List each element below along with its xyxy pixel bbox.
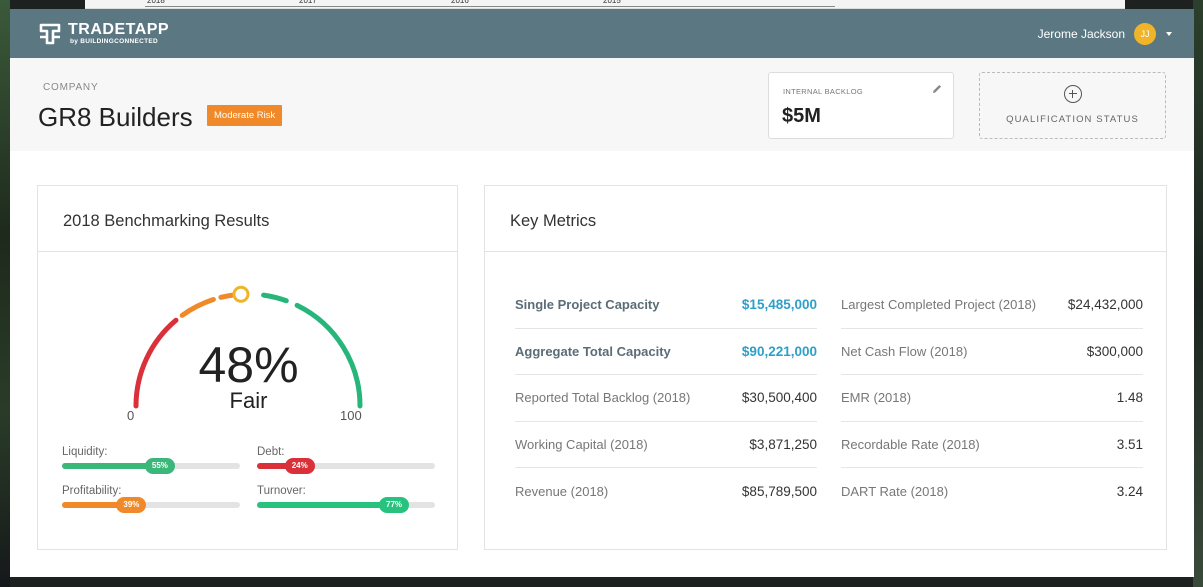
metric-label: Net Cash Flow (2018) (841, 343, 968, 359)
bar-value-pill: 77% (379, 497, 410, 513)
bar-track: 77% (257, 497, 435, 513)
metric-row: Working Capital (2018) $3,871,250 (515, 422, 817, 468)
metric-row: DART Rate (2018) 3.24 (841, 468, 1143, 515)
metric-label: Revenue (2018) (515, 483, 609, 499)
gauge-segment (133, 317, 179, 409)
benchmarking-title: 2018 Benchmarking Results (38, 186, 457, 252)
metric-label: Recordable Rate (2018) (841, 436, 980, 452)
metric-label: EMR (2018) (841, 390, 912, 406)
logo-subtitle: by BUILDINGCONNECTED (70, 37, 158, 45)
avatar[interactable]: JJ (1134, 22, 1156, 45)
metric-value: $85,789,500 (741, 483, 817, 499)
plus-circle-icon (1064, 85, 1082, 103)
background-right (1193, 0, 1203, 587)
metric-label: Aggregate Total Capacity (515, 343, 671, 359)
benchmarking-panel: 2018 Benchmarking Results 48% Fair 0 100… (37, 185, 458, 550)
bar-value-pill: 39% (116, 497, 147, 513)
metric-row: Recordable Rate (2018) 3.51 (841, 422, 1143, 468)
metric-value: $3,871,250 (749, 436, 817, 452)
background-year: 2016 (451, 0, 469, 5)
risk-badge: Moderate Risk (207, 105, 283, 126)
bar-fill (62, 502, 132, 508)
metric-row: Single Project Capacity $15,485,000 (515, 282, 817, 329)
bar-value-pill: 55% (144, 458, 175, 474)
gauge-marker (232, 285, 250, 303)
gauge-percent: 48% (198, 337, 299, 393)
metric-row: Net Cash Flow (2018) $300,000 (841, 329, 1143, 375)
profitability-bar: Profitability: 39% (62, 485, 240, 513)
bar-track: 24% (257, 458, 435, 474)
metric-row: Revenue (2018) $85,789,500 (515, 468, 817, 515)
metric-row: Reported Total Backlog (2018) $30,500,40… (515, 375, 817, 422)
background-left (0, 0, 10, 587)
qualification-status-label: QUALIFICATION STATUS (1006, 114, 1139, 125)
bar-fill (257, 463, 300, 469)
company-header: COMPANY GR8 Builders Moderate Risk INTER… (10, 58, 1194, 151)
metric-value: $90,221,000 (741, 343, 817, 359)
metric-label: Single Project Capacity (515, 297, 660, 313)
metric-label: Reported Total Backlog (2018) (515, 390, 691, 406)
liquidity-bar: Liquidity: 55% (62, 446, 240, 474)
bar-value-pill: 24% (284, 458, 315, 474)
metric-label: Largest Completed Project (2018) (841, 297, 1037, 313)
bar-label: Liquidity: (62, 446, 108, 458)
tradetapp-logo-icon (39, 23, 61, 44)
metric-value: $30,500,400 (741, 390, 817, 406)
gauge-segment (294, 302, 363, 409)
metric-value: $24,432,000 (1067, 297, 1143, 313)
metric-row: Aggregate Total Capacity $90,221,000 (515, 329, 817, 375)
bar-fill (257, 502, 395, 508)
gauge-min-label: 0 (127, 408, 135, 423)
gauge-segment (261, 292, 289, 304)
metrics-right-column: Largest Completed Project (2018) $24,432… (841, 282, 1143, 515)
metric-value: $15,485,000 (741, 297, 817, 313)
background-year: 2018 (147, 0, 165, 5)
company-name: GR8 Builders (38, 102, 193, 132)
metric-row: Largest Completed Project (2018) $24,432… (841, 282, 1143, 329)
metric-row: EMR (2018) 1.48 (841, 375, 1143, 422)
metric-label: DART Rate (2018) (841, 483, 949, 499)
turnover-bar: Turnover: 77% (257, 485, 435, 513)
user-menu[interactable]: Jerome Jackson JJ (1037, 22, 1172, 45)
bar-track: 55% (62, 458, 240, 474)
key-metrics-title: Key Metrics (485, 186, 1166, 252)
metric-value: 3.24 (1116, 483, 1143, 499)
bar-label: Debt: (257, 446, 285, 458)
internal-backlog-card: INTERNAL BACKLOG $5M (768, 72, 954, 139)
logo[interactable]: TRADETAPP by BUILDINGCONNECTED (38, 20, 170, 46)
background-year: 2017 (299, 0, 317, 5)
gauge-max-label: 100 (340, 408, 362, 423)
backlog-label: INTERNAL BACKLOG (783, 87, 863, 96)
bar-label: Profitability: (62, 485, 122, 497)
background-chart-strip: 2018 2017 2016 2015 (85, 0, 1125, 9)
pencil-icon[interactable] (931, 83, 943, 95)
backlog-value: $5M (782, 105, 821, 127)
gauge-category: Fair (229, 388, 268, 413)
gauge-segment (179, 296, 216, 318)
key-metrics-panel: Key Metrics Single Project Capacity $15,… (484, 185, 1167, 550)
debt-bar: Debt: 24% (257, 446, 435, 474)
gauge-chart (133, 285, 363, 409)
top-bar: TRADETAPP by BUILDINGCONNECTED Jerome Ja… (10, 9, 1194, 58)
metrics-left-column: Single Project Capacity $15,485,000 Aggr… (515, 282, 817, 515)
metric-value: $300,000 (1086, 343, 1143, 359)
bar-label: Turnover: (257, 485, 306, 497)
benchmark-gauge: 48% Fair 0 100 (38, 252, 459, 432)
chevron-down-icon[interactable] (1166, 31, 1172, 36)
bar-track: 39% (62, 497, 240, 513)
app-window: TRADETAPP by BUILDINGCONNECTED Jerome Ja… (10, 9, 1194, 577)
logo-name: TRADETAPP (68, 20, 170, 38)
metric-label: Working Capital (2018) (515, 436, 648, 452)
company-label: COMPANY (43, 82, 99, 93)
background-year: 2015 (603, 0, 621, 5)
metric-value: 3.51 (1116, 436, 1143, 452)
bar-fill (62, 463, 160, 469)
metric-value: 1.48 (1116, 390, 1143, 406)
user-name: Jerome Jackson (1037, 26, 1125, 41)
qualification-status-button[interactable]: QUALIFICATION STATUS (979, 72, 1166, 139)
